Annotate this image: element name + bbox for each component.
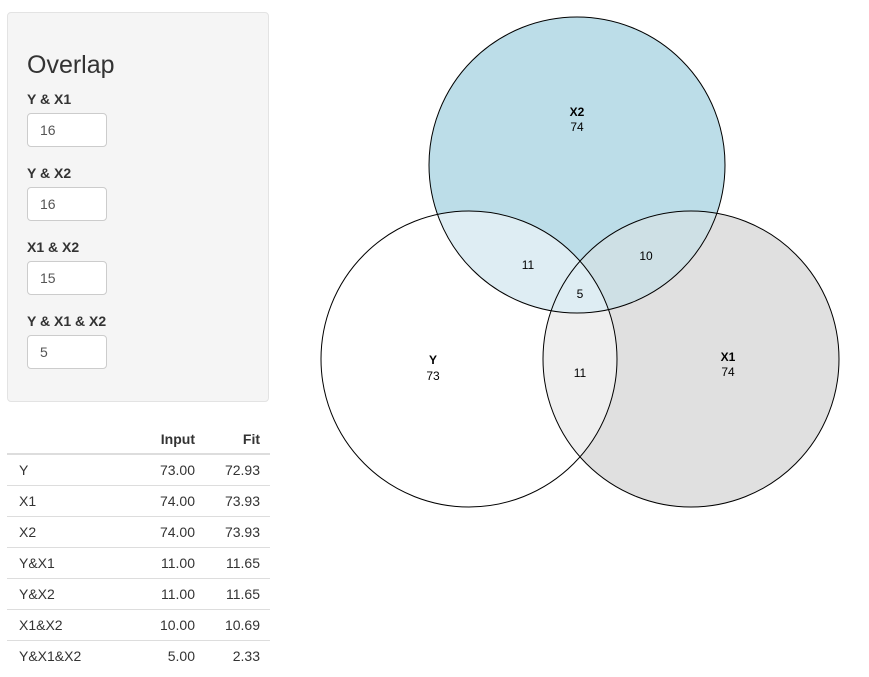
row-fit: 11.65 bbox=[205, 547, 270, 579]
set-y-count: 73 bbox=[426, 369, 440, 383]
y-x1-label: Y & X1 bbox=[27, 91, 72, 107]
row-input: 11.00 bbox=[130, 578, 205, 610]
region-y-x2-fill bbox=[429, 211, 617, 313]
row-input: 10.00 bbox=[130, 609, 205, 641]
row-fit: 72.93 bbox=[224, 462, 260, 478]
row-name: Y&X2 bbox=[7, 578, 130, 610]
set-x1-count: 74 bbox=[721, 365, 735, 379]
row-fit: 73.93 bbox=[205, 485, 270, 517]
table-header-row: Input Fit bbox=[7, 424, 270, 455]
set-x2-count: 74 bbox=[570, 120, 584, 134]
row-fit: 73.93 bbox=[205, 516, 270, 548]
table-row: Y&X1 11.00 11.65 bbox=[7, 547, 270, 579]
overlap-panel: Overlap Y & X1 Y & X2 X1 & X2 Y & X1 & X… bbox=[7, 12, 269, 402]
row-name: Y bbox=[19, 462, 29, 478]
y-x2-label: Y & X2 bbox=[27, 165, 72, 181]
header-fit: Fit bbox=[205, 424, 270, 455]
set-y-outline bbox=[320, 210, 618, 508]
set-y-name: Y bbox=[429, 353, 437, 367]
table-row: X1 74.00 73.93 bbox=[7, 485, 270, 517]
table-row: Y&X1&X2 5.00 2.33 bbox=[7, 640, 270, 671]
row-fit: 11.65 bbox=[205, 578, 270, 610]
y-x1-input[interactable] bbox=[27, 113, 107, 147]
row-fit: 10.69 bbox=[205, 609, 270, 641]
table-row: X1&X2 10.00 10.69 bbox=[7, 609, 270, 641]
row-name: Y&X1&X2 bbox=[7, 640, 130, 671]
row-input: 5.00 bbox=[130, 640, 205, 671]
row-name: X1 bbox=[7, 485, 130, 517]
x1-x2-input[interactable] bbox=[27, 261, 107, 295]
row-name: X2 bbox=[7, 516, 130, 548]
region-x1-x2-label: 10 bbox=[639, 249, 653, 263]
row-input: 11.00 bbox=[130, 547, 205, 579]
set-x1-outline bbox=[542, 210, 840, 508]
header-input: Input bbox=[130, 424, 205, 455]
region-y-x1-label: 11 bbox=[574, 366, 587, 380]
row-fit: 2.33 bbox=[205, 640, 270, 671]
y-x1-x2-label: Y & X1 & X2 bbox=[27, 313, 107, 329]
venn-diagram: X2 74 Y 73 X1 74 11 10 5 11 bbox=[320, 16, 840, 508]
set-x1-name: X1 bbox=[721, 350, 736, 364]
region-y-x1-x2-label: 5 bbox=[577, 287, 584, 301]
table-row: X2 74.00 73.93 bbox=[7, 516, 270, 548]
row-input: 74.00 bbox=[130, 516, 205, 548]
results-table: Input Fit Y 73.00 72.93 X1 74.00 73.93 X… bbox=[7, 424, 270, 671]
region-x1-x2-fill bbox=[543, 211, 725, 313]
row-input: 73.00 bbox=[159, 462, 195, 478]
y-x2-input[interactable] bbox=[27, 187, 107, 221]
region-y-x2-label: 11 bbox=[522, 258, 535, 272]
header-name bbox=[7, 424, 130, 455]
row-input: 74.00 bbox=[130, 485, 205, 517]
set-x2-name: X2 bbox=[570, 105, 585, 119]
row-name: X1&X2 bbox=[7, 609, 130, 641]
y-x1-x2-input[interactable] bbox=[27, 335, 107, 369]
set-x2-outline bbox=[428, 16, 726, 314]
x1-x2-label: X1 & X2 bbox=[27, 239, 80, 255]
row-name: Y&X1 bbox=[7, 547, 130, 579]
table-row: Y&X2 11.00 11.65 bbox=[7, 578, 270, 610]
panel-title: Overlap bbox=[27, 51, 115, 79]
table-row: Y 73.00 72.93 bbox=[7, 454, 270, 486]
